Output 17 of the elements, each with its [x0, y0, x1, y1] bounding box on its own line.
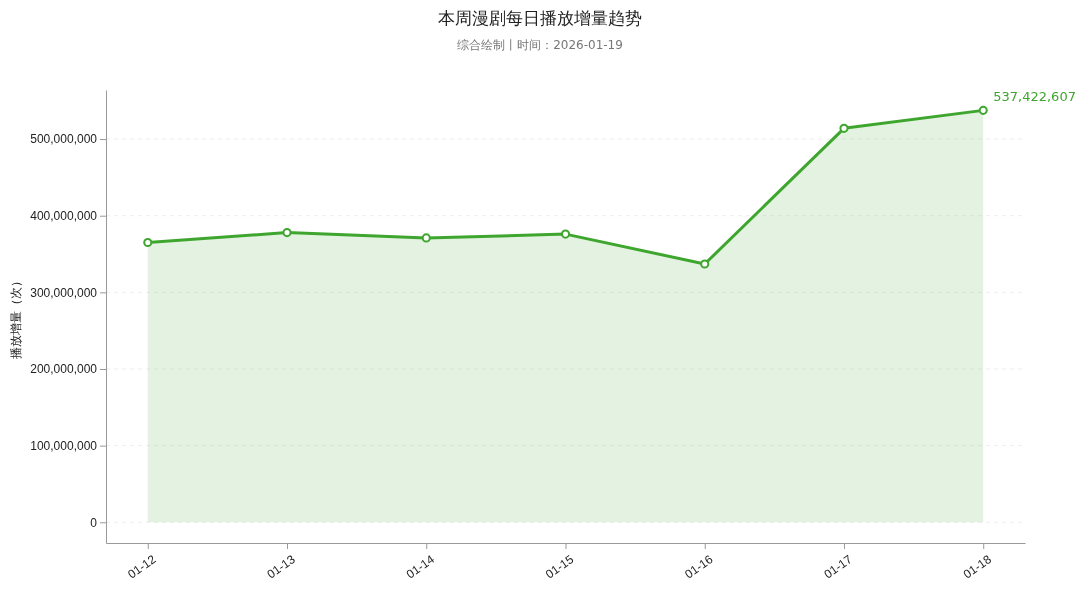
point — [700, 259, 710, 269]
y-axis-title: 播放增量（次） — [9, 274, 23, 359]
point — [839, 123, 849, 133]
point — [560, 229, 571, 239]
y-tick-label: 0 — [90, 515, 98, 530]
data-label: 537,422,607 — [993, 89, 1076, 105]
y-tick-label: 300,000,000 — [30, 285, 98, 300]
point — [143, 237, 153, 248]
chart-title: 本周漫剧每日播放增量趋势 — [438, 8, 642, 28]
point — [978, 105, 988, 115]
point — [421, 233, 431, 243]
y-tick-label: 500,000,000 — [30, 132, 98, 147]
y-tick-label: 100,000,000 — [30, 438, 98, 453]
y-tick-label: 200,000,000 — [30, 362, 98, 377]
point — [282, 228, 292, 238]
chart-subtitle: 综合绘制丨时间：2026-01-19 — [457, 38, 623, 52]
y-tick-label: 400,000,000 — [30, 209, 98, 224]
